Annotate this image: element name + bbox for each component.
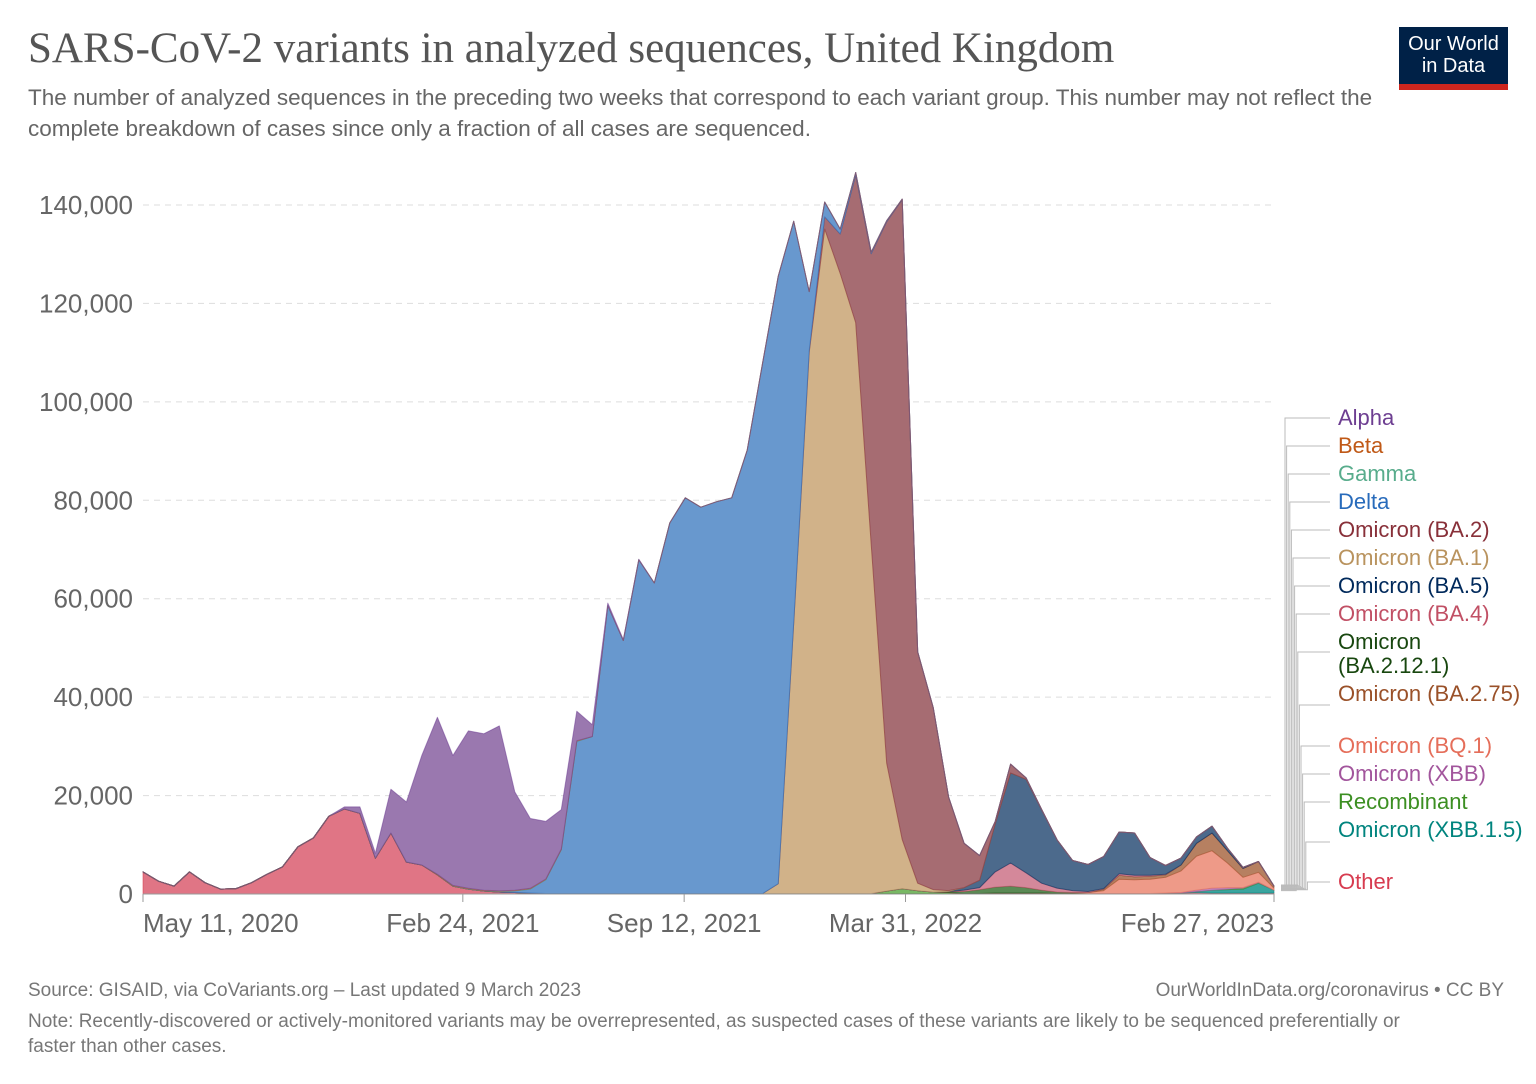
legend-connector — [1281, 881, 1330, 891]
legend-item[interactable]: Omicron (BA.5) — [1338, 573, 1490, 598]
legend-item[interactable]: Recombinant — [1338, 789, 1468, 814]
y-tick-label: 60,000 — [53, 584, 133, 614]
legend-item[interactable]: Omicron (XBB) — [1338, 761, 1486, 786]
legend-connectors — [1281, 417, 1330, 892]
x-tick-label: Mar 31, 2022 — [829, 908, 982, 938]
x-tick-label: Feb 24, 2021 — [386, 908, 539, 938]
area-delta[interactable] — [142, 172, 1275, 894]
legend-item[interactable]: Omicron (BA.2) — [1338, 517, 1490, 542]
y-tick-label: 140,000 — [39, 190, 133, 220]
chart-subtitle: The number of analyzed sequences in the … — [28, 85, 1373, 141]
legend-item[interactable]: Gamma — [1338, 461, 1417, 486]
source-url-link[interactable]: OurWorldInData.org/coronavirus • CC BY — [1155, 980, 1504, 1001]
legend-connector — [1281, 651, 1330, 886]
x-tick-label: Feb 27, 2023 — [1121, 908, 1274, 938]
legend-connector — [1281, 801, 1330, 889]
chart-title: SARS-CoV-2 variants in analyzed sequence… — [28, 25, 1115, 72]
axes: 0 20,000 40,000 60,000 80,000 100,000 120,000 1… — [39, 190, 1275, 938]
legend-item[interactable]: Omicron (BA.2.12.1) — [1338, 629, 1450, 678]
y-tick-label: 20,000 — [53, 781, 133, 811]
legend-item[interactable]: Beta — [1338, 433, 1384, 458]
y-tick-label: 0 — [119, 879, 133, 909]
legend-item[interactable]: Alpha — [1338, 405, 1395, 430]
y-tick-label: 100,000 — [39, 387, 133, 417]
legend-connector — [1281, 613, 1330, 892]
area-alpha[interactable] — [142, 172, 1275, 892]
note-text: Note: Recently-discovered or actively-mo… — [28, 1011, 1400, 1057]
legend-item[interactable]: Omicron (BA.1) — [1338, 545, 1490, 570]
legend-connector — [1281, 704, 1330, 887]
legend-item[interactable]: Omicron (BA.2.75) — [1338, 681, 1521, 706]
y-tick-label: 40,000 — [53, 682, 133, 712]
legend-connector — [1281, 473, 1330, 888]
legend-item[interactable]: Omicron (BA.4) — [1338, 601, 1490, 626]
legend-item[interactable]: Omicron (BQ.1) — [1338, 733, 1493, 758]
legend-connector — [1281, 773, 1330, 888]
x-tick-label: Sep 12, 2021 — [607, 908, 762, 938]
x-tick-label: May 11, 2020 — [143, 908, 299, 938]
y-tick-label: 120,000 — [39, 288, 133, 318]
legend-connector — [1281, 745, 1330, 888]
legend-item[interactable]: Other — [1338, 869, 1394, 894]
legend-item[interactable]: Delta — [1338, 489, 1390, 514]
legend-item[interactable]: Omicron (XBB.1.5) — [1338, 817, 1523, 842]
legend-connector — [1281, 841, 1330, 890]
areas — [142, 172, 1275, 895]
y-tick-label: 80,000 — [53, 485, 133, 515]
source-text: Source: GISAID, via CoVariants.org – Las… — [28, 980, 582, 1001]
owid-logo[interactable]: Our World in Data — [1399, 27, 1508, 90]
